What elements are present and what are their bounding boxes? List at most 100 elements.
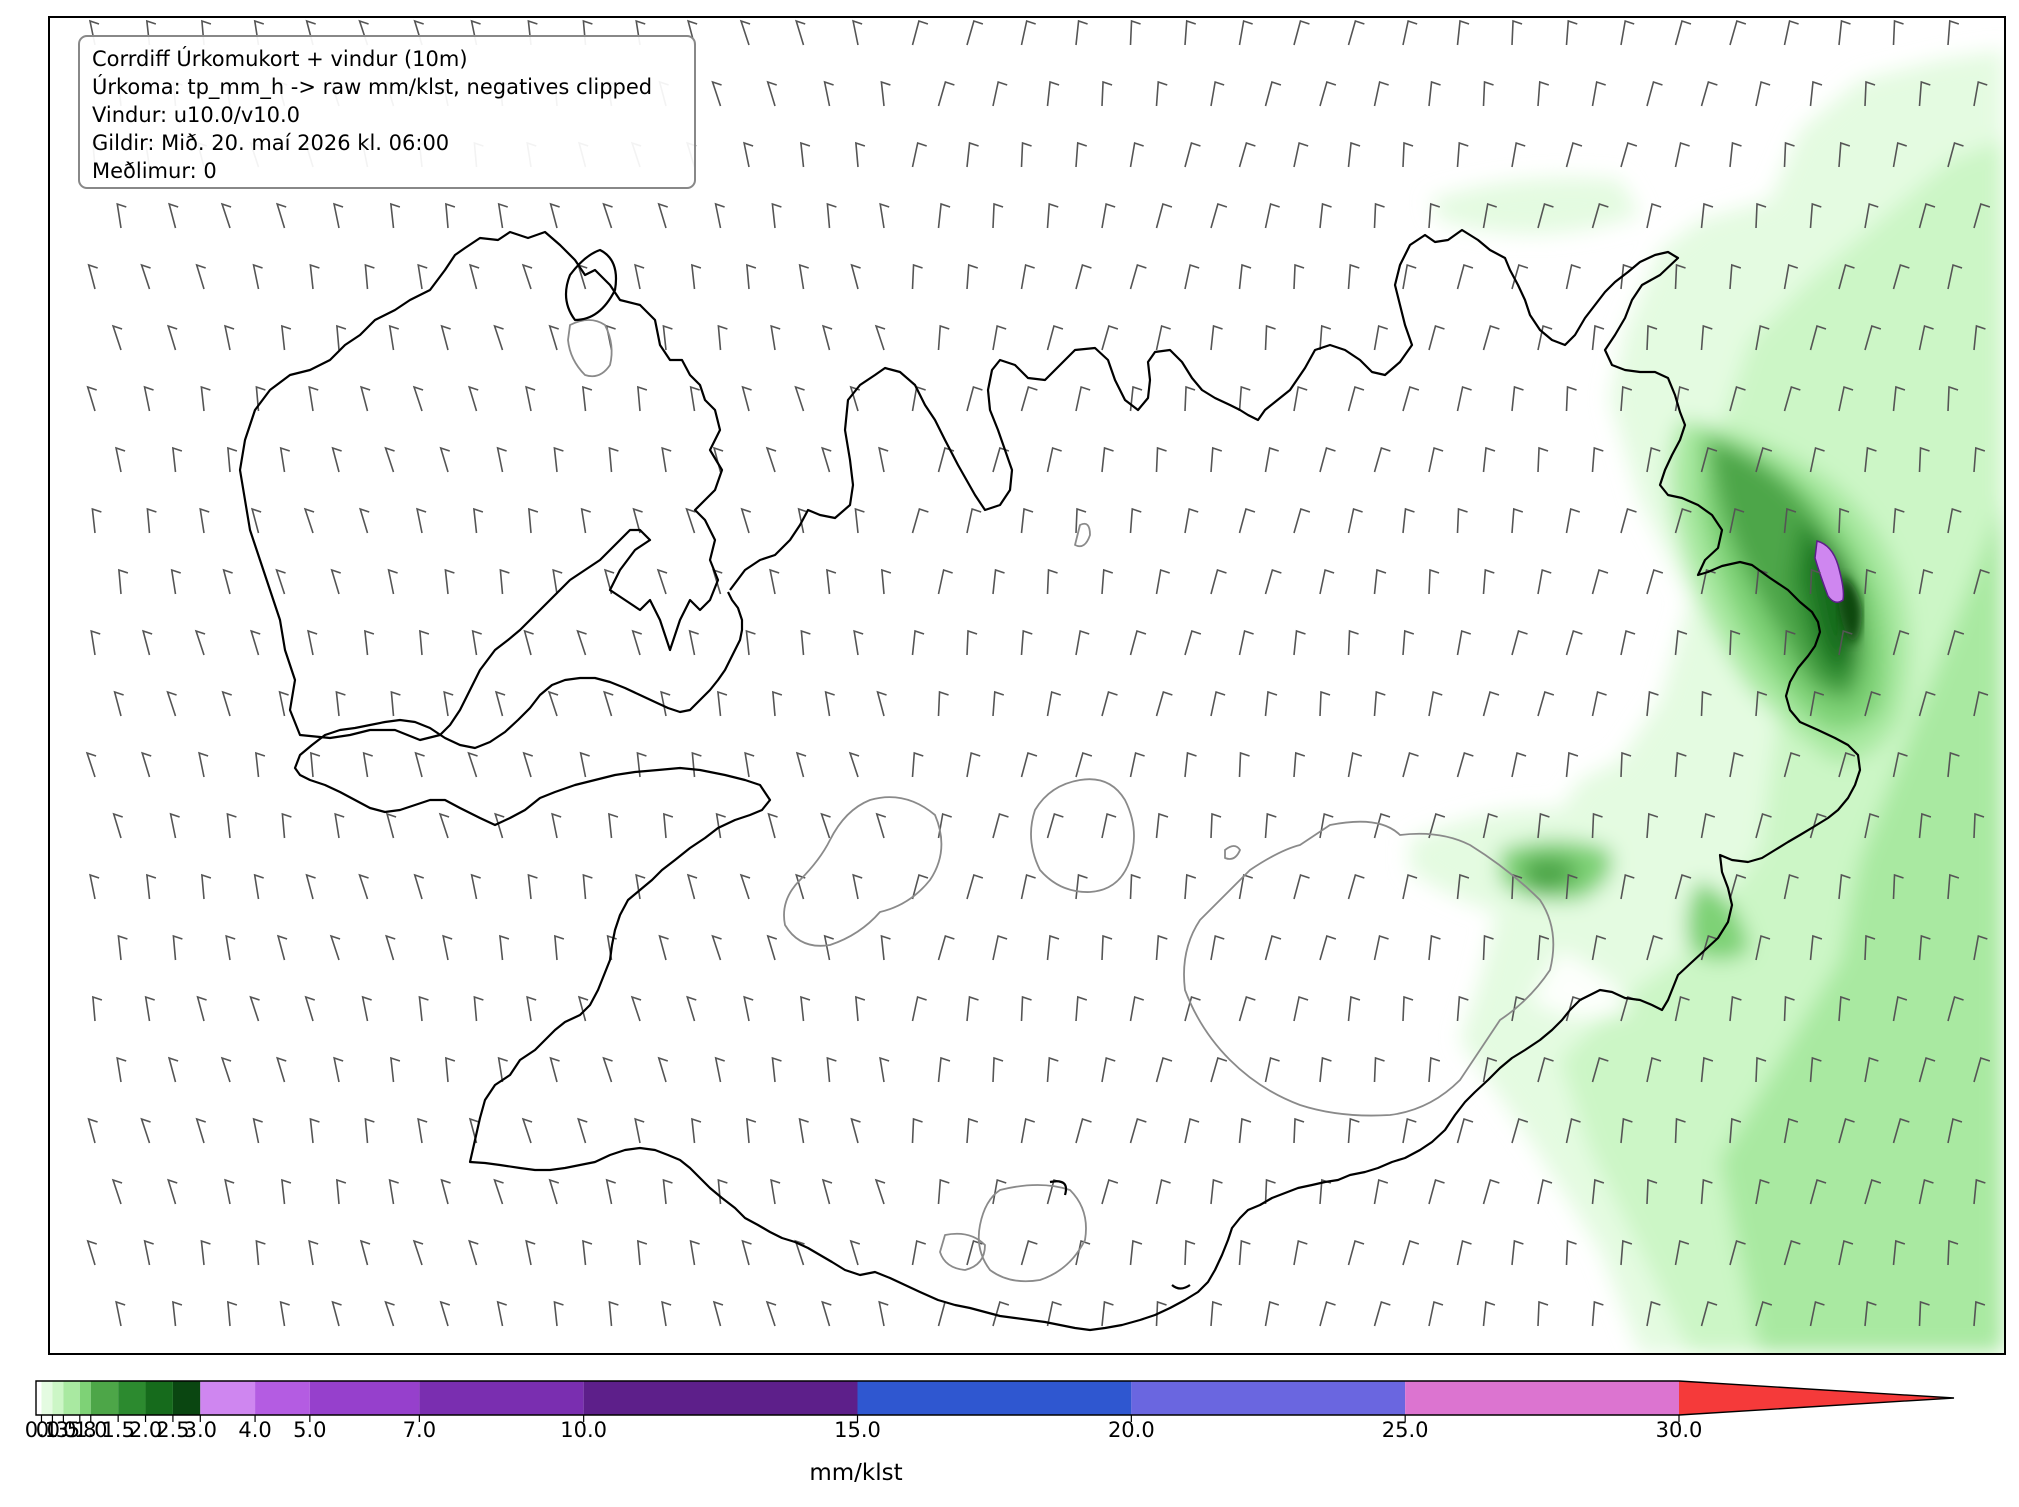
wind-barb: [1565, 629, 1583, 656]
wind-barb: [86, 1239, 97, 1266]
colorbar-tick-label: 0.8: [63, 1418, 97, 1442]
wind-barb: [1264, 1300, 1280, 1327]
wind-barb: [1184, 1239, 1196, 1266]
wind-barb: [1319, 324, 1332, 351]
wind-barb: [1700, 1300, 1718, 1327]
wind-barb: [853, 629, 864, 656]
wind-barb: [113, 690, 124, 717]
wind-barb: [1293, 1239, 1308, 1266]
wind-barb: [1973, 1056, 1991, 1083]
wind-barb: [1482, 1056, 1498, 1083]
wind-barb: [1700, 568, 1716, 595]
wind-barb: [1155, 1178, 1171, 1205]
map-info-box: Corrdiff Úrkomukort + vindur (10m) Úrkom…: [78, 35, 696, 189]
wind-barb: [1264, 934, 1282, 961]
wind-barb: [303, 507, 315, 534]
wind-barb: [797, 507, 808, 534]
colorbar-bin-4: [90, 1381, 119, 1415]
wind-barb: [1864, 934, 1876, 961]
wind-barb: [1838, 751, 1856, 778]
wind-barb: [1729, 751, 1744, 778]
wind-barb: [1591, 690, 1607, 717]
wind-barb: [1591, 1056, 1609, 1083]
wind-barb: [1373, 202, 1385, 229]
wind-barb: [1700, 812, 1716, 839]
wind-barb: [1264, 812, 1277, 839]
wind-barb: [1537, 1300, 1549, 1327]
wind-barb: [1155, 324, 1171, 351]
wind-barb: [309, 751, 321, 778]
wind-barb: [1101, 812, 1117, 839]
wind-barb: [1347, 385, 1365, 412]
wind-barb: [1947, 141, 1964, 168]
wind-barb: [279, 446, 290, 473]
wind-barb: [1428, 934, 1441, 961]
wind-barb: [194, 629, 206, 656]
wind-barb: [1347, 1117, 1360, 1144]
wind-barb: [992, 812, 1009, 839]
wind-barb: [331, 446, 342, 473]
wind-barb: [1456, 629, 1472, 656]
wind-barb: [87, 263, 98, 290]
wind-barb: [661, 1300, 672, 1327]
wind-barb: [1947, 19, 1960, 46]
wind-barb: [1101, 568, 1114, 595]
wind-barb: [1838, 263, 1855, 290]
wind-barb: [1402, 263, 1417, 290]
wind-barb: [605, 1178, 616, 1205]
wind-barb: [1809, 1300, 1825, 1327]
wind-barb: [821, 1178, 833, 1205]
wind-barb: [1838, 873, 1851, 900]
valid-time: Gildir: Mið. 20. maí 2026 kl. 06:00: [92, 131, 450, 155]
wind-barb: [911, 507, 929, 534]
wind-barb: [826, 568, 837, 595]
wind-barb: [1456, 751, 1474, 778]
wind-barb: [1809, 1178, 1827, 1205]
wind-barb: [1428, 1178, 1445, 1205]
wind-barb: [1674, 995, 1690, 1022]
wind-barb: [1264, 1056, 1280, 1083]
wind-barb: [1129, 1239, 1143, 1266]
wind-barb: [714, 1056, 725, 1083]
colorbar-bin-12: [583, 1381, 858, 1415]
wind-barb: [1020, 1239, 1038, 1266]
wind-barb: [1101, 1300, 1114, 1327]
wind-barb: [276, 1056, 287, 1083]
wind-barb: [445, 202, 456, 229]
wind-barb: [661, 446, 672, 473]
wind-barb: [1892, 873, 1904, 900]
wind-barb: [937, 1178, 950, 1205]
wind-barb: [1238, 629, 1254, 656]
wind-barb: [657, 202, 668, 229]
wind-barb: [852, 873, 863, 900]
wind-barb: [196, 995, 207, 1022]
colorbar-bin-5: [118, 1381, 146, 1415]
colorbar-tick-label: 30.0: [1655, 1418, 1703, 1442]
wind-barb: [252, 1117, 263, 1144]
wind-barb: [1046, 446, 1062, 473]
wind-barb: [1238, 1117, 1252, 1144]
wind-barb: [799, 141, 811, 168]
wind-barb: [937, 690, 949, 717]
wind-barb: [1674, 751, 1687, 778]
wind-barb: [937, 324, 950, 351]
wind-barb: [1075, 507, 1087, 534]
wind-barb: [1674, 263, 1686, 290]
wind-barb: [911, 263, 923, 290]
wind-barb: [630, 995, 642, 1022]
wind-barb: [741, 1239, 752, 1266]
wind-barb: [1184, 629, 1202, 656]
wind-barb: [577, 1117, 588, 1144]
wind-barb: [1674, 629, 1688, 656]
wind-barb: [852, 19, 863, 46]
wind-barb: [966, 629, 978, 656]
wind-barb: [553, 934, 565, 961]
wind-barb: [1511, 385, 1524, 412]
wind-barb: [1293, 385, 1308, 412]
wind-barb: [1591, 446, 1604, 473]
wind-barb: [497, 1056, 508, 1083]
wind-barb: [1238, 507, 1256, 534]
wind-barb: [1973, 80, 1988, 107]
wind-barb: [1838, 385, 1854, 412]
wind-barb: [225, 934, 236, 961]
